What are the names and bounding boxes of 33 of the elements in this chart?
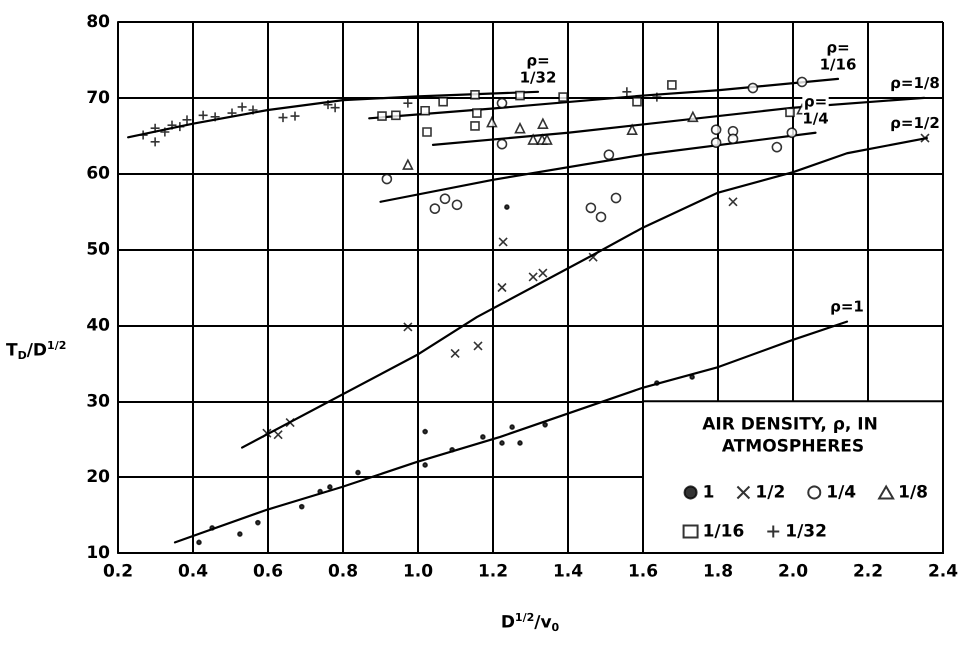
y-tick-label: 10 [86, 543, 110, 563]
y-tick-label: 50 [86, 240, 110, 260]
x-tick-label: 1.6 [628, 562, 658, 582]
legend-label: 1 [702, 482, 714, 502]
x-tick-label: 2.4 [928, 562, 958, 582]
legend-label: 1/32 [785, 522, 827, 542]
x-tick-label: 0.4 [178, 562, 208, 582]
y-tick-label: 80 [86, 12, 110, 32]
annotation: ρ=1/2 [890, 114, 940, 132]
legend-label: 1/4 [826, 482, 856, 502]
annotation: ρ=1/8 [890, 74, 940, 92]
x-tick-label: 1.2 [478, 562, 508, 582]
legend-label: 1/16 [702, 522, 744, 542]
x-tick-label: 0.2 [102, 562, 134, 582]
x-tick-label: 2.2 [852, 562, 884, 582]
x-tick-label: 0.8 [328, 562, 358, 582]
annotation: ρ= 1/16 [820, 38, 856, 74]
legend-label: 1/2 [755, 482, 786, 502]
x-tick-label: 1.4 [552, 562, 584, 582]
x-tick-label: 1.0 [402, 562, 434, 582]
x-tick-label: 2.0 [778, 562, 808, 582]
x-tick-label: 1.8 [702, 562, 734, 582]
y-tick-label: 40 [86, 315, 110, 336]
y-tick-label: 70 [86, 88, 110, 108]
legend-label: 1/8 [898, 482, 928, 502]
y-tick-label: 60 [86, 164, 110, 184]
legend-title: AIR DENSITY, ρ, IN ATMOSPHERES [702, 414, 884, 456]
annotation: ρ= 1/4 [802, 92, 829, 128]
y-tick-label: 30 [86, 391, 110, 412]
x-tick-label: 0.6 [252, 562, 284, 582]
annotation: ρ=1 [830, 298, 864, 316]
annotation: ρ= 1/32 [520, 51, 556, 86]
y-tick-label: 20 [86, 467, 110, 488]
